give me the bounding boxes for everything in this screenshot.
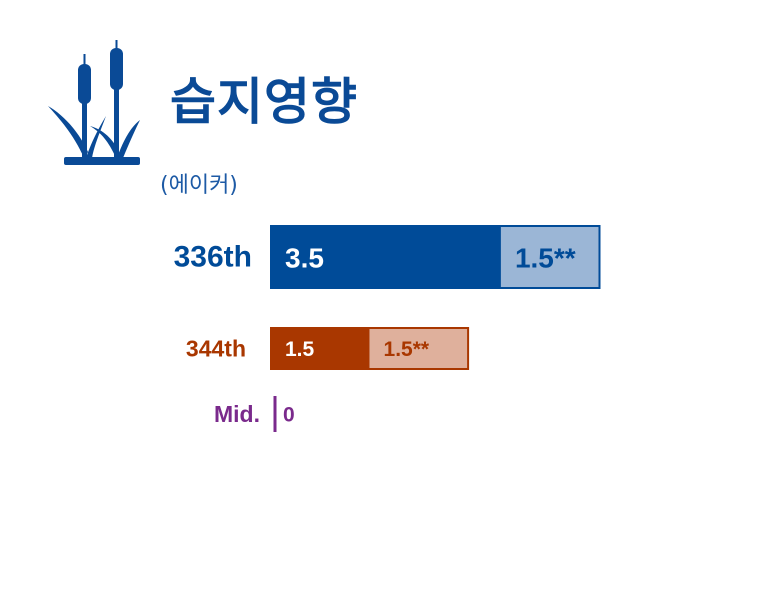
bar-segment	[369, 328, 469, 369]
category-label: 336th	[174, 241, 252, 274]
data-label: 0	[283, 404, 295, 427]
chart-subtitle: (에이커)	[160, 173, 238, 198]
category-label: Mid.	[214, 401, 260, 427]
bar-segment	[271, 328, 370, 369]
bar-outline	[270, 327, 470, 370]
category-label: 344th	[186, 336, 246, 362]
data-label: 1.5	[285, 338, 315, 361]
bar-segment	[500, 226, 600, 288]
bar-segment	[271, 226, 501, 288]
data-label: 3.5	[285, 243, 324, 274]
chart-title: 습지영향	[170, 73, 358, 131]
data-label: 1.5**	[384, 338, 430, 361]
cattail-wetland-icon	[48, 40, 140, 165]
data-label: 1.5**	[515, 243, 576, 274]
bar-outline	[270, 225, 601, 289]
